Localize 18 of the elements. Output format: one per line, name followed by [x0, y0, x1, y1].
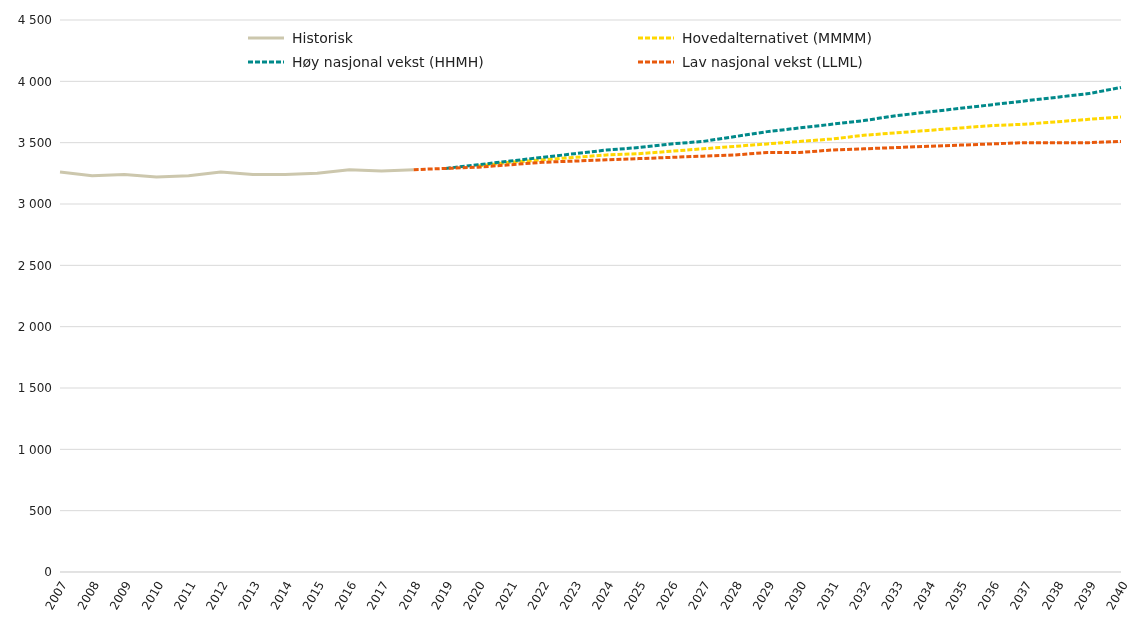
y-tick-label: 0 [44, 565, 52, 580]
y-tick-label: 500 [29, 503, 52, 518]
y-tick-label: 1 500 [17, 381, 52, 396]
line-series [444, 85, 1123, 170]
line-series [476, 115, 1123, 168]
y-tick-label: 1 000 [17, 442, 52, 457]
legend-label: Lav nasjonal vekst (LLML) [682, 54, 863, 70]
y-tick-label: 2 500 [17, 258, 52, 273]
y-tick-label: 4 000 [17, 74, 52, 89]
legend-label: Høy nasjonal vekst (HHMH) [292, 54, 484, 70]
legend-label: Historisk [292, 30, 353, 46]
line-series [412, 139, 1123, 172]
y-tick-label: 3 000 [17, 197, 52, 212]
y-tick-label: 2 000 [17, 319, 52, 334]
legend-label: Hovedalternativet (MMMM) [682, 30, 872, 46]
line-series [58, 168, 416, 179]
y-tick-label: 4 500 [17, 13, 52, 28]
y-tick-label: 3 500 [17, 135, 52, 150]
